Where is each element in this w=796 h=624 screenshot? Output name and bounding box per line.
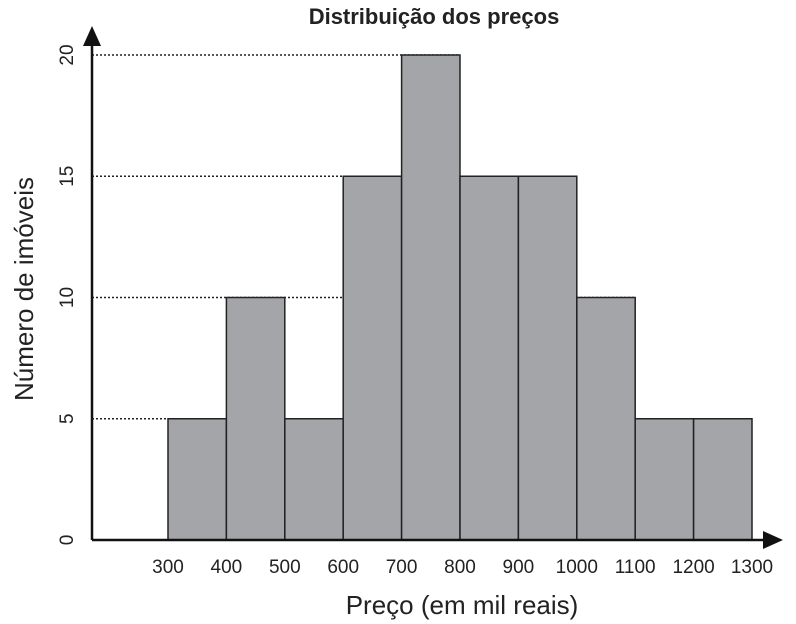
y-tick-label-20: 20 — [57, 44, 78, 65]
y-tick-label-0: 0 — [57, 535, 78, 546]
bar-1200-1300 — [692, 418, 753, 541]
y-tick-label-5: 5 — [57, 413, 78, 424]
bar-900-1000 — [517, 175, 578, 541]
y-axis-arrow-icon — [83, 26, 101, 46]
x-axis-arrow-icon — [763, 531, 783, 549]
x-tick-label-1100: 1100 — [615, 557, 656, 578]
bars — [167, 54, 753, 541]
x-tick-label-300: 300 — [152, 557, 184, 578]
y-axis-label: Número de imóveis — [9, 177, 39, 401]
y-tick-label-15: 15 — [57, 166, 78, 187]
x-tick-label-400: 400 — [211, 557, 243, 578]
bar-300-400 — [167, 418, 228, 541]
x-tick-label-600: 600 — [327, 557, 359, 578]
y-tick-label-10: 10 — [57, 287, 78, 308]
bar-700-800 — [400, 54, 461, 541]
x-tick-label-900: 900 — [503, 557, 535, 578]
x-tick-label-1000: 1000 — [556, 557, 598, 578]
bar-1000-1100 — [576, 296, 636, 541]
bar-1100-1200 — [634, 418, 695, 541]
x-tick-label-1200: 1200 — [672, 557, 714, 578]
bar-600-700 — [342, 175, 403, 541]
x-tick-label-800: 800 — [444, 557, 476, 578]
x-tick-label-700: 700 — [386, 557, 418, 578]
bar-500-600 — [284, 418, 344, 541]
chart-title: Distribuição dos preços — [309, 4, 560, 29]
bar-400-500 — [225, 296, 286, 541]
y-tick-labels: 0 5 10 15 20 — [57, 44, 78, 545]
bar-800-900 — [459, 175, 520, 541]
x-tick-label-500: 500 — [269, 557, 301, 578]
x-axis-label: Preço (em mil reais) — [346, 590, 579, 620]
x-tick-labels: 300 400 500 600 700 800 900 1000 1100 1200 1300 — [152, 557, 773, 578]
x-tick-label-1300: 1300 — [731, 557, 773, 578]
